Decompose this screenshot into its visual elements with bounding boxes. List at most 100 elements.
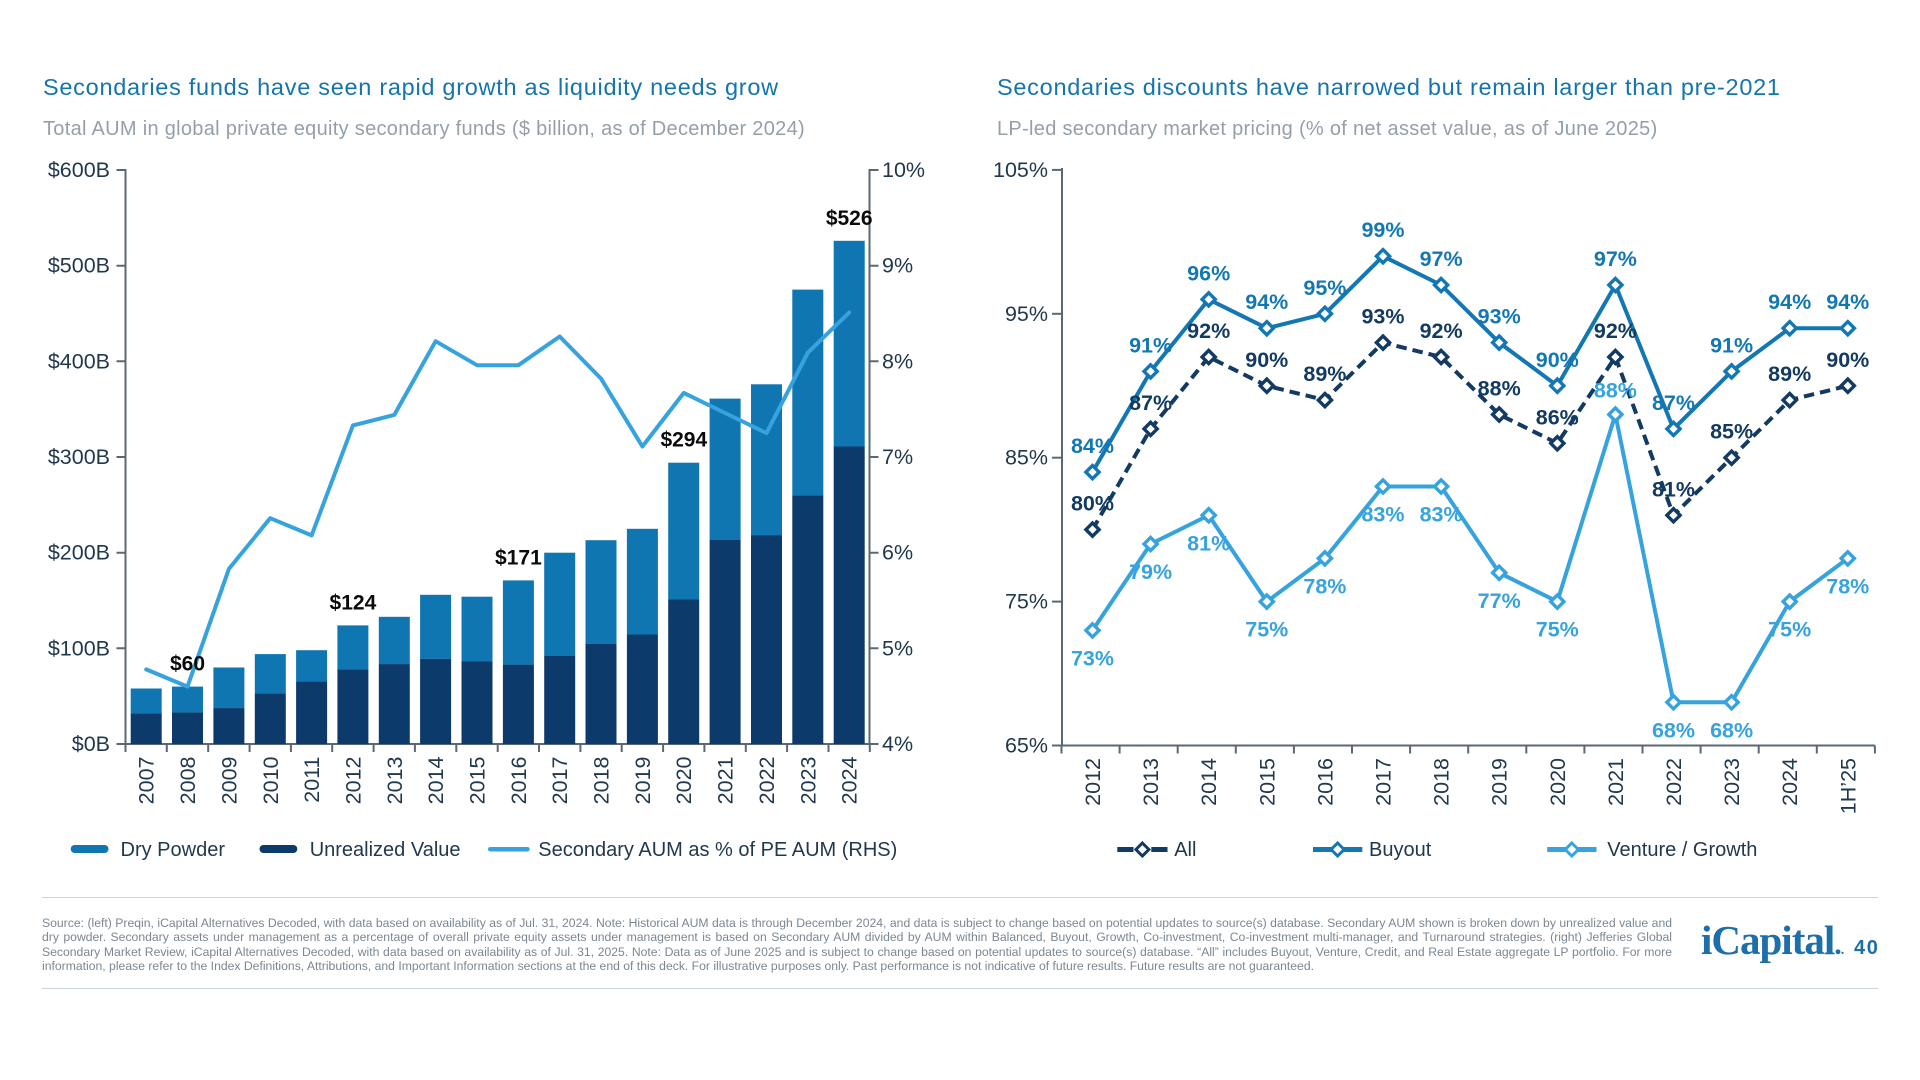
svg-text:90%: 90% xyxy=(1536,348,1579,372)
svg-text:81%: 81% xyxy=(1652,477,1695,501)
svg-text:75%: 75% xyxy=(1768,618,1811,642)
svg-text:2010: 2010 xyxy=(259,756,283,804)
svg-text:$124: $124 xyxy=(330,591,377,614)
svg-text:90%: 90% xyxy=(1245,348,1288,372)
svg-text:All: All xyxy=(1174,839,1196,861)
svg-text:8%: 8% xyxy=(882,349,913,373)
svg-text:2023: 2023 xyxy=(1720,758,1744,806)
svg-text:83%: 83% xyxy=(1420,503,1463,527)
svg-text:2021: 2021 xyxy=(1604,758,1628,806)
svg-text:78%: 78% xyxy=(1303,574,1346,598)
svg-text:7%: 7% xyxy=(882,445,913,469)
svg-text:91%: 91% xyxy=(1129,333,1172,357)
svg-text:92%: 92% xyxy=(1187,319,1230,343)
svg-text:4%: 4% xyxy=(882,732,913,756)
svg-text:94%: 94% xyxy=(1245,290,1288,314)
svg-text:2014: 2014 xyxy=(1197,758,1221,806)
svg-text:2024: 2024 xyxy=(1778,758,1802,806)
svg-text:2012: 2012 xyxy=(1081,758,1105,806)
svg-text:10%: 10% xyxy=(882,158,925,182)
svg-text:Buyout: Buyout xyxy=(1369,839,1432,861)
svg-text:2016: 2016 xyxy=(1313,758,1337,806)
svg-text:2013: 2013 xyxy=(383,756,407,804)
svg-text:$526: $526 xyxy=(826,207,873,230)
svg-text:94%: 94% xyxy=(1826,290,1869,314)
svg-text:2023: 2023 xyxy=(796,756,820,804)
svg-text:$600B: $600B xyxy=(48,158,110,182)
svg-text:87%: 87% xyxy=(1652,391,1695,415)
svg-text:2020: 2020 xyxy=(672,756,696,804)
svg-text:89%: 89% xyxy=(1768,362,1811,386)
svg-text:2024: 2024 xyxy=(838,756,862,804)
svg-text:2012: 2012 xyxy=(341,757,365,805)
svg-text:$300B: $300B xyxy=(48,445,110,469)
svg-text:$200B: $200B xyxy=(48,541,110,565)
svg-text:2014: 2014 xyxy=(424,756,448,804)
svg-text:2022: 2022 xyxy=(1662,758,1686,806)
svg-text:68%: 68% xyxy=(1652,718,1695,742)
svg-text:2019: 2019 xyxy=(631,757,655,805)
svg-text:$294: $294 xyxy=(660,429,707,452)
svg-text:65%: 65% xyxy=(1005,734,1048,758)
svg-text:2021: 2021 xyxy=(714,757,738,805)
svg-text:9%: 9% xyxy=(882,254,913,278)
svg-text:95%: 95% xyxy=(1005,302,1048,326)
svg-text:2017: 2017 xyxy=(1372,758,1396,806)
svg-text:88%: 88% xyxy=(1594,379,1637,403)
svg-text:5%: 5% xyxy=(882,636,913,660)
svg-text:2015: 2015 xyxy=(466,756,490,804)
svg-text:$500B: $500B xyxy=(48,254,110,278)
svg-text:80%: 80% xyxy=(1071,492,1114,516)
svg-text:97%: 97% xyxy=(1420,247,1463,271)
svg-text:2016: 2016 xyxy=(507,756,531,804)
svg-text:89%: 89% xyxy=(1303,362,1346,386)
svg-text:2018: 2018 xyxy=(590,756,614,804)
svg-text:93%: 93% xyxy=(1361,305,1404,329)
svg-text:93%: 93% xyxy=(1478,305,1521,329)
svg-text:2008: 2008 xyxy=(176,756,200,804)
svg-text:6%: 6% xyxy=(882,541,913,565)
svg-text:81%: 81% xyxy=(1187,531,1230,555)
svg-text:$171: $171 xyxy=(495,546,542,569)
svg-text:97%: 97% xyxy=(1594,247,1637,271)
svg-text:2013: 2013 xyxy=(1139,758,1163,806)
svg-text:85%: 85% xyxy=(1710,420,1753,444)
svg-text:95%: 95% xyxy=(1303,276,1346,300)
svg-text:90%: 90% xyxy=(1826,348,1869,372)
svg-text:75%: 75% xyxy=(1245,618,1288,642)
svg-text:Unrealized Value: Unrealized Value xyxy=(310,839,461,861)
svg-text:2017: 2017 xyxy=(548,757,572,805)
svg-text:92%: 92% xyxy=(1594,319,1637,343)
svg-text:2020: 2020 xyxy=(1546,758,1570,806)
svg-text:92%: 92% xyxy=(1420,319,1463,343)
svg-text:2018: 2018 xyxy=(1430,758,1454,806)
svg-text:83%: 83% xyxy=(1361,503,1404,527)
svg-text:85%: 85% xyxy=(1005,446,1048,470)
svg-text:$0B: $0B xyxy=(72,732,110,756)
svg-text:2007: 2007 xyxy=(135,757,159,805)
svg-text:91%: 91% xyxy=(1710,333,1753,357)
svg-text:75%: 75% xyxy=(1005,590,1048,614)
svg-text:86%: 86% xyxy=(1536,405,1579,429)
svg-text:$100B: $100B xyxy=(48,636,110,660)
svg-text:Secondary AUM as % of PE AUM (: Secondary AUM as % of PE AUM (RHS) xyxy=(538,839,897,861)
svg-text:75%: 75% xyxy=(1536,618,1579,642)
svg-text:2015: 2015 xyxy=(1255,758,1279,806)
svg-text:94%: 94% xyxy=(1768,290,1811,314)
svg-text:2011: 2011 xyxy=(300,757,324,803)
svg-text:$400B: $400B xyxy=(48,349,110,373)
svg-text:78%: 78% xyxy=(1826,574,1869,598)
svg-text:77%: 77% xyxy=(1478,589,1521,613)
svg-text:99%: 99% xyxy=(1361,218,1404,242)
svg-text:88%: 88% xyxy=(1478,377,1521,401)
svg-text:96%: 96% xyxy=(1187,261,1230,285)
svg-text:Venture / Growth: Venture / Growth xyxy=(1607,839,1757,861)
svg-text:$60: $60 xyxy=(170,653,205,676)
svg-text:84%: 84% xyxy=(1071,434,1114,458)
svg-text:2019: 2019 xyxy=(1488,758,1512,806)
svg-text:68%: 68% xyxy=(1710,718,1753,742)
svg-text:105%: 105% xyxy=(993,158,1048,182)
svg-text:1H’25: 1H’25 xyxy=(1836,758,1860,814)
svg-text:Dry Powder: Dry Powder xyxy=(121,839,226,861)
svg-text:87%: 87% xyxy=(1129,391,1172,415)
